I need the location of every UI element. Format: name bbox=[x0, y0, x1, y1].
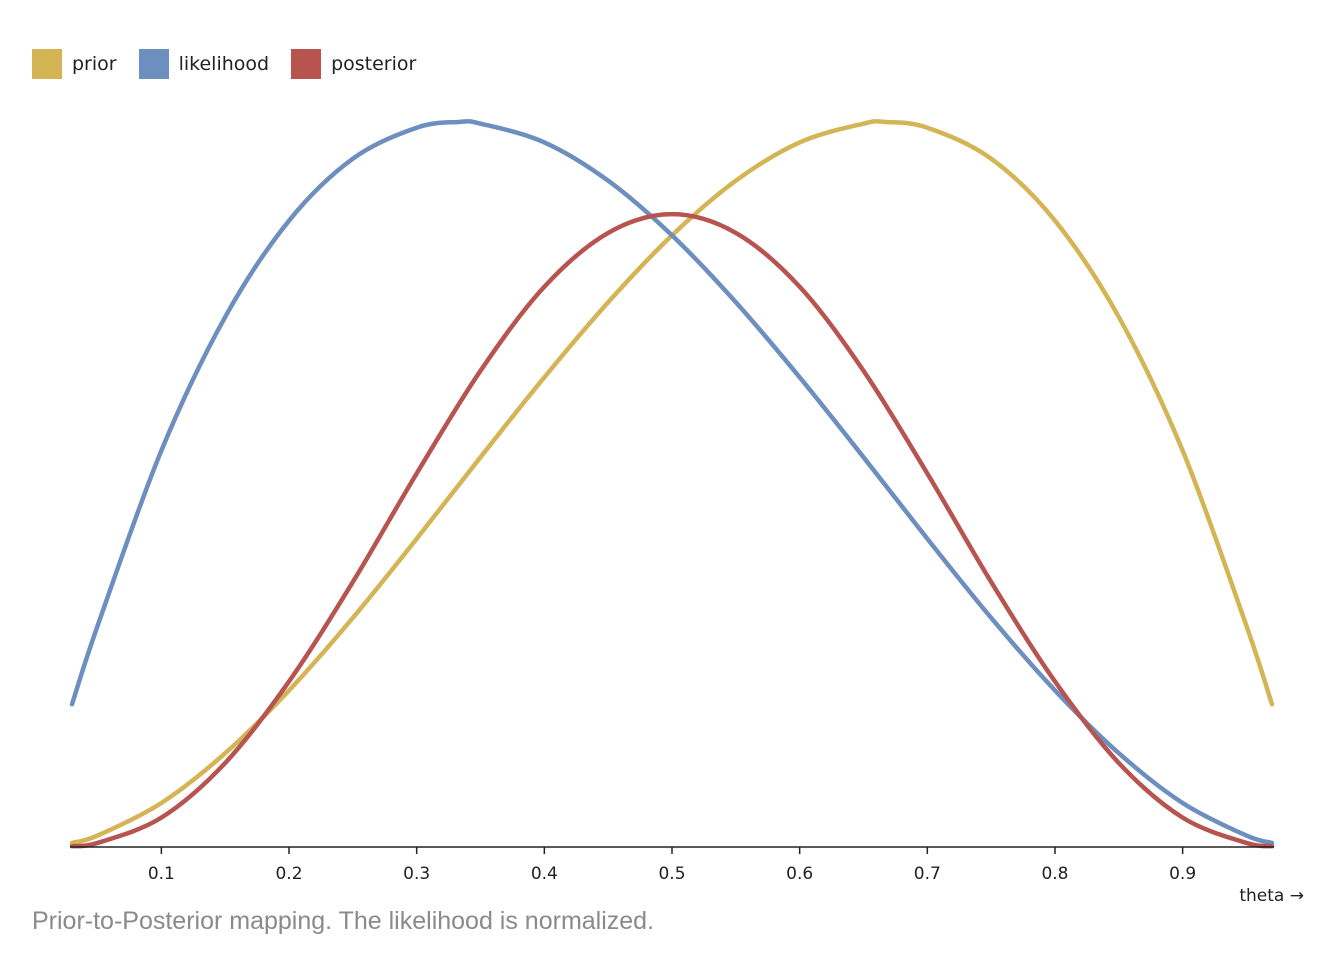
legend-item-posterior: posterior bbox=[291, 49, 416, 79]
x-tick-label: 0.2 bbox=[275, 864, 302, 884]
series-line-likelihood bbox=[69, 119, 1275, 846]
x-axis-label: theta → bbox=[1239, 886, 1304, 905]
x-tick-label: 0.7 bbox=[914, 864, 941, 884]
x-tick-label: 0.5 bbox=[658, 864, 685, 884]
series-line-prior bbox=[69, 119, 1275, 846]
x-tick-label: 0.3 bbox=[403, 864, 430, 884]
legend-swatch-prior bbox=[32, 49, 62, 79]
legend-label: prior bbox=[72, 53, 117, 75]
x-tick-label: 0.4 bbox=[531, 864, 558, 884]
x-tick-label: 0.1 bbox=[148, 864, 175, 884]
legend-item-likelihood: likelihood bbox=[138, 49, 270, 79]
x-tick-label: 0.6 bbox=[786, 864, 813, 884]
legend-item-prior: prior bbox=[32, 49, 117, 79]
legend-swatch-likelihood bbox=[138, 49, 169, 79]
chart-legend: prior likelihood posterior bbox=[32, 49, 438, 79]
x-tick-label: 0.9 bbox=[1169, 864, 1196, 884]
series-line-posterior bbox=[69, 211, 1275, 849]
chart-caption: Prior-to-Posterior mapping. The likeliho… bbox=[32, 907, 655, 935]
x-tick-label: 0.8 bbox=[1041, 864, 1068, 884]
legend-label: posterior bbox=[331, 53, 417, 75]
chart-canvas: 0.1 0.2 0.3 0.4 0.5 0.6 0.7 0.8 0.9 theta → bbox=[69, 119, 1304, 905]
legend-swatch-posterior bbox=[291, 49, 322, 79]
legend-label: likelihood bbox=[178, 53, 270, 75]
